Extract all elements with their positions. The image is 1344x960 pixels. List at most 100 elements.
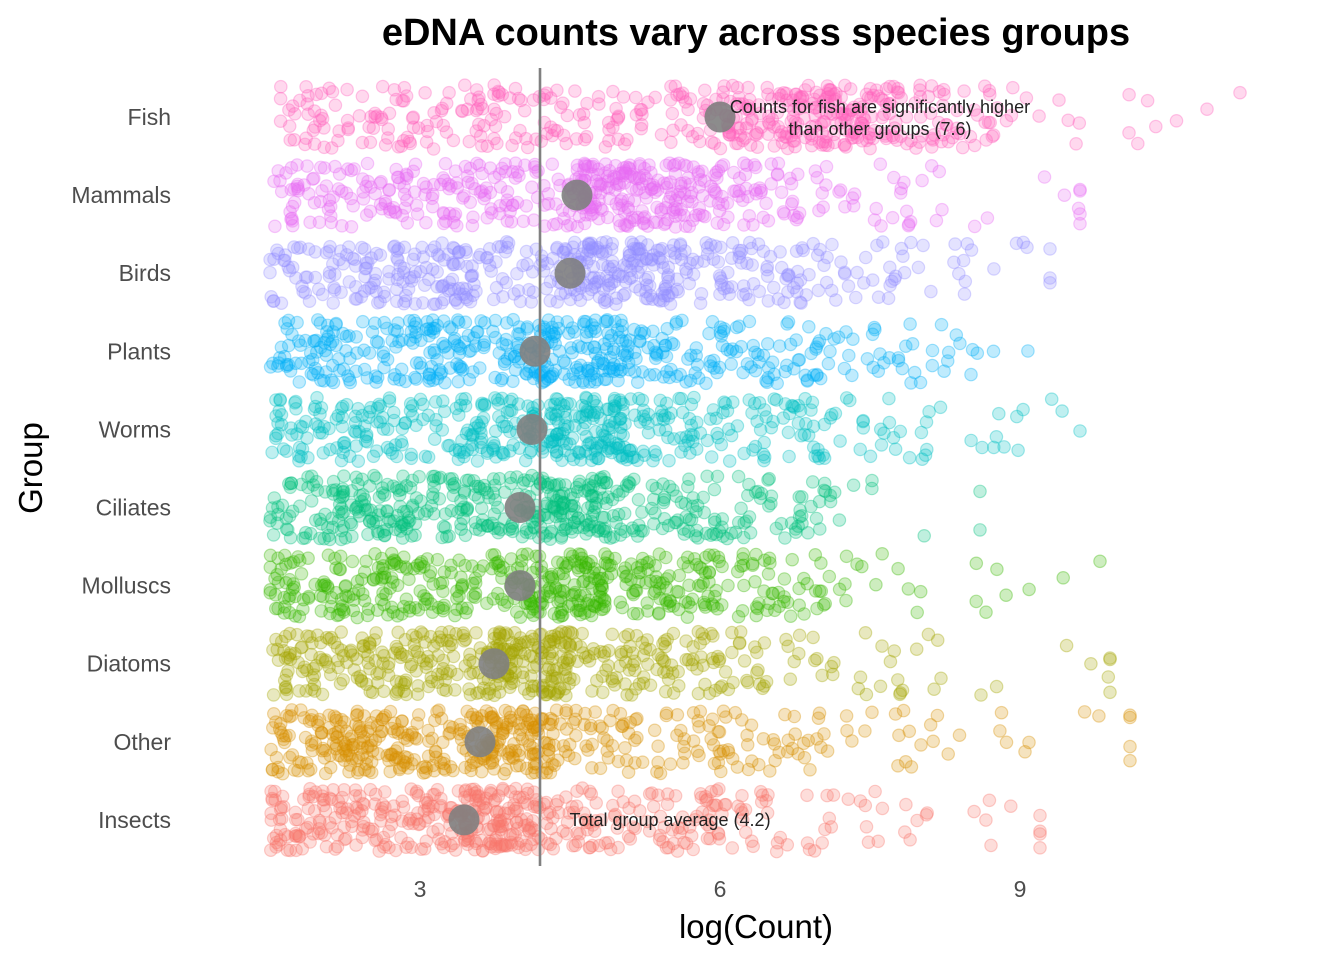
data-point bbox=[378, 800, 392, 814]
data-point bbox=[570, 826, 584, 840]
data-point bbox=[987, 262, 1001, 276]
data-point bbox=[397, 731, 412, 746]
data-point bbox=[300, 756, 314, 770]
data-point bbox=[374, 724, 389, 739]
data-point bbox=[731, 469, 746, 484]
data-point bbox=[969, 594, 983, 609]
data-point bbox=[780, 268, 795, 283]
data-point bbox=[352, 109, 367, 123]
data-point bbox=[285, 99, 300, 113]
data-point bbox=[296, 592, 311, 607]
data-point bbox=[730, 419, 745, 433]
data-point bbox=[372, 666, 387, 680]
data-point bbox=[450, 181, 465, 195]
data-point bbox=[888, 707, 903, 721]
data-point bbox=[384, 809, 399, 824]
data-point bbox=[350, 801, 364, 815]
data-point bbox=[272, 812, 287, 827]
data-point bbox=[744, 241, 759, 256]
data-point bbox=[469, 124, 483, 138]
data-point bbox=[735, 805, 749, 820]
data-point bbox=[527, 760, 542, 775]
data-point bbox=[546, 841, 561, 856]
data-point bbox=[1123, 708, 1137, 722]
data-point bbox=[979, 813, 993, 827]
data-point bbox=[373, 399, 388, 413]
data-point bbox=[389, 282, 404, 296]
data-point bbox=[617, 258, 631, 272]
data-point bbox=[438, 156, 453, 171]
data-point bbox=[342, 764, 356, 779]
data-point bbox=[903, 317, 917, 331]
data-point bbox=[621, 726, 636, 740]
data-point bbox=[306, 171, 321, 186]
data-point bbox=[853, 670, 868, 684]
data-point bbox=[833, 434, 847, 448]
data-point bbox=[344, 738, 359, 752]
data-point bbox=[290, 158, 304, 172]
data-point bbox=[489, 805, 504, 819]
data-point bbox=[587, 270, 601, 285]
data-point bbox=[744, 834, 759, 848]
data-point bbox=[464, 782, 479, 797]
data-point bbox=[514, 812, 529, 827]
data-point bbox=[632, 181, 646, 196]
data-point bbox=[607, 809, 622, 823]
data-point bbox=[746, 839, 760, 854]
data-point bbox=[404, 840, 419, 855]
data-point bbox=[352, 806, 367, 821]
data-point bbox=[359, 554, 373, 569]
data-point bbox=[651, 607, 666, 621]
data-point bbox=[303, 762, 318, 777]
data-point bbox=[831, 330, 846, 344]
data-point bbox=[473, 793, 487, 808]
data-point bbox=[395, 208, 410, 223]
data-point bbox=[525, 713, 540, 727]
data-point bbox=[356, 796, 370, 811]
data-point bbox=[599, 475, 614, 490]
data-point bbox=[580, 822, 595, 837]
series-fish bbox=[273, 78, 1247, 156]
data-point bbox=[467, 842, 482, 857]
data-point bbox=[947, 255, 961, 270]
data-point bbox=[328, 159, 342, 174]
data-point bbox=[706, 738, 721, 752]
data-point bbox=[494, 819, 509, 834]
data-point bbox=[311, 826, 326, 841]
data-point bbox=[369, 832, 384, 847]
data-point bbox=[615, 166, 629, 180]
data-point bbox=[291, 828, 306, 843]
data-point bbox=[547, 738, 561, 753]
data-point bbox=[315, 784, 330, 798]
data-point bbox=[550, 392, 565, 407]
data-point bbox=[587, 321, 602, 335]
data-point bbox=[345, 648, 360, 662]
data-point bbox=[780, 837, 795, 852]
data-point bbox=[640, 814, 655, 829]
data-point bbox=[1072, 116, 1087, 130]
data-point bbox=[280, 522, 295, 537]
data-point bbox=[443, 664, 458, 678]
data-point bbox=[546, 810, 560, 825]
data-point bbox=[571, 834, 586, 849]
data-point bbox=[671, 284, 685, 299]
data-point bbox=[823, 344, 837, 359]
data-point bbox=[329, 585, 343, 600]
data-point bbox=[483, 834, 497, 849]
data-point bbox=[874, 438, 889, 452]
data-point bbox=[414, 842, 428, 856]
data-point bbox=[653, 828, 667, 843]
data-point bbox=[462, 788, 477, 802]
data-point bbox=[475, 843, 490, 858]
data-point bbox=[299, 80, 313, 94]
data-point bbox=[923, 717, 938, 732]
data-point bbox=[640, 291, 655, 306]
data-point bbox=[566, 838, 580, 853]
data-point bbox=[779, 358, 794, 373]
data-point bbox=[985, 129, 1000, 144]
data-point bbox=[390, 722, 405, 737]
data-point bbox=[545, 432, 560, 447]
data-point bbox=[621, 765, 636, 779]
data-point bbox=[751, 484, 765, 499]
data-point bbox=[516, 790, 530, 805]
